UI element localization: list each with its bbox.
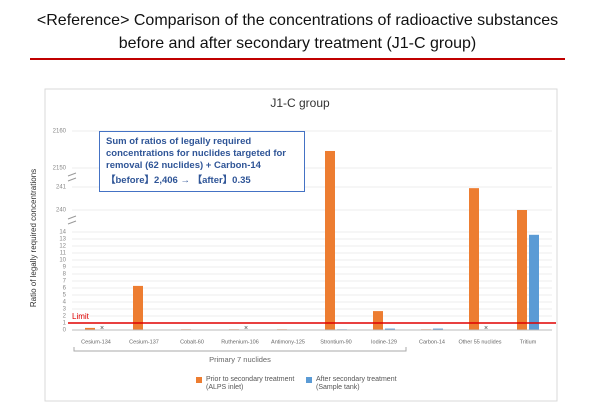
x-tick-label: Carbon-14 — [419, 339, 445, 345]
x-tick-label: Antimony-125 — [271, 339, 305, 345]
bar — [385, 328, 395, 330]
y-tick-label: 14 — [59, 230, 66, 236]
y-tick-label: 1 — [63, 321, 67, 327]
bar — [373, 311, 383, 330]
annotation-box: Sum of ratios of legally required concen… — [99, 131, 305, 192]
chart-frame — [44, 88, 558, 402]
y-tick-label: 4 — [63, 300, 67, 306]
header-title: <Reference> Comparison of the concentrat… — [36, 12, 559, 29]
x-tick-label: Cobalt-60 — [180, 339, 204, 345]
group-label: Primary 7 nuclides — [209, 355, 271, 364]
not-detected: × — [100, 325, 104, 332]
legend-label: Prior to secondary treatment (ALPS inlet… — [206, 376, 295, 391]
y-tick-label: 2160 — [53, 129, 67, 135]
x-tick-label: Iodine-129 — [371, 339, 397, 345]
bar — [133, 285, 143, 330]
header-rule — [30, 58, 565, 60]
limit-label: Limit — [72, 312, 90, 321]
y-tick-label: 8 — [63, 272, 67, 278]
bar — [469, 188, 479, 330]
legend-label: After secondary treatment (Sample tank) — [316, 376, 397, 391]
x-tick-label: Tritium — [520, 339, 537, 345]
chart-title: J1-C group — [270, 96, 330, 110]
y-tick-label: 9 — [63, 265, 67, 271]
y-tick-label: 240 — [56, 208, 67, 214]
y-tick-label: 12 — [59, 244, 66, 250]
y-tick-label: 11 — [60, 251, 67, 257]
axis-break — [67, 215, 77, 225]
x-tick-label: Cesium-137 — [129, 339, 159, 345]
x-tick-label: Other 55 nuclides — [458, 339, 501, 345]
bar — [325, 150, 335, 330]
bar — [85, 327, 95, 330]
header-subtitle: before and after secondary treatment (J1… — [118, 35, 477, 52]
y-tick-label: 7 — [63, 279, 67, 285]
group-bracket — [73, 347, 407, 352]
x-tick-label: Strontium-90 — [320, 339, 352, 345]
legend-swatch — [196, 377, 202, 383]
y-tick-label: 2150 — [53, 166, 67, 172]
y-tick-label: 13 — [59, 237, 66, 243]
y-tick-label: 3 — [63, 307, 67, 313]
legend-item: Prior to secondary treatment (ALPS inlet… — [196, 376, 306, 392]
y-tick-label: 6 — [63, 286, 67, 292]
not-detected: × — [484, 325, 488, 332]
bar — [433, 328, 443, 330]
y-tick-label: 10 — [59, 258, 66, 264]
bar — [529, 234, 539, 330]
x-tick-label: Cesium-134 — [81, 339, 111, 345]
y-tick-label: 0 — [63, 328, 67, 334]
not-detected: × — [244, 325, 248, 332]
annotation-sum: 【before】2,406 → 【after】0.35 — [106, 175, 251, 186]
x-tick-label: Ruthenium-106 — [221, 339, 259, 345]
annotation-text: Sum of ratios of legally required concen… — [106, 136, 286, 171]
axis-break — [67, 172, 77, 182]
y-tick-label: 241 — [56, 185, 67, 191]
y-axis-label: Ratio of legally required concentrations — [29, 169, 38, 307]
y-tick-label: 5 — [63, 293, 67, 299]
legend-swatch — [306, 377, 312, 383]
legend-item: After secondary treatment (Sample tank) — [306, 376, 416, 392]
y-tick-label: 2 — [63, 314, 67, 320]
bar — [517, 210, 527, 330]
